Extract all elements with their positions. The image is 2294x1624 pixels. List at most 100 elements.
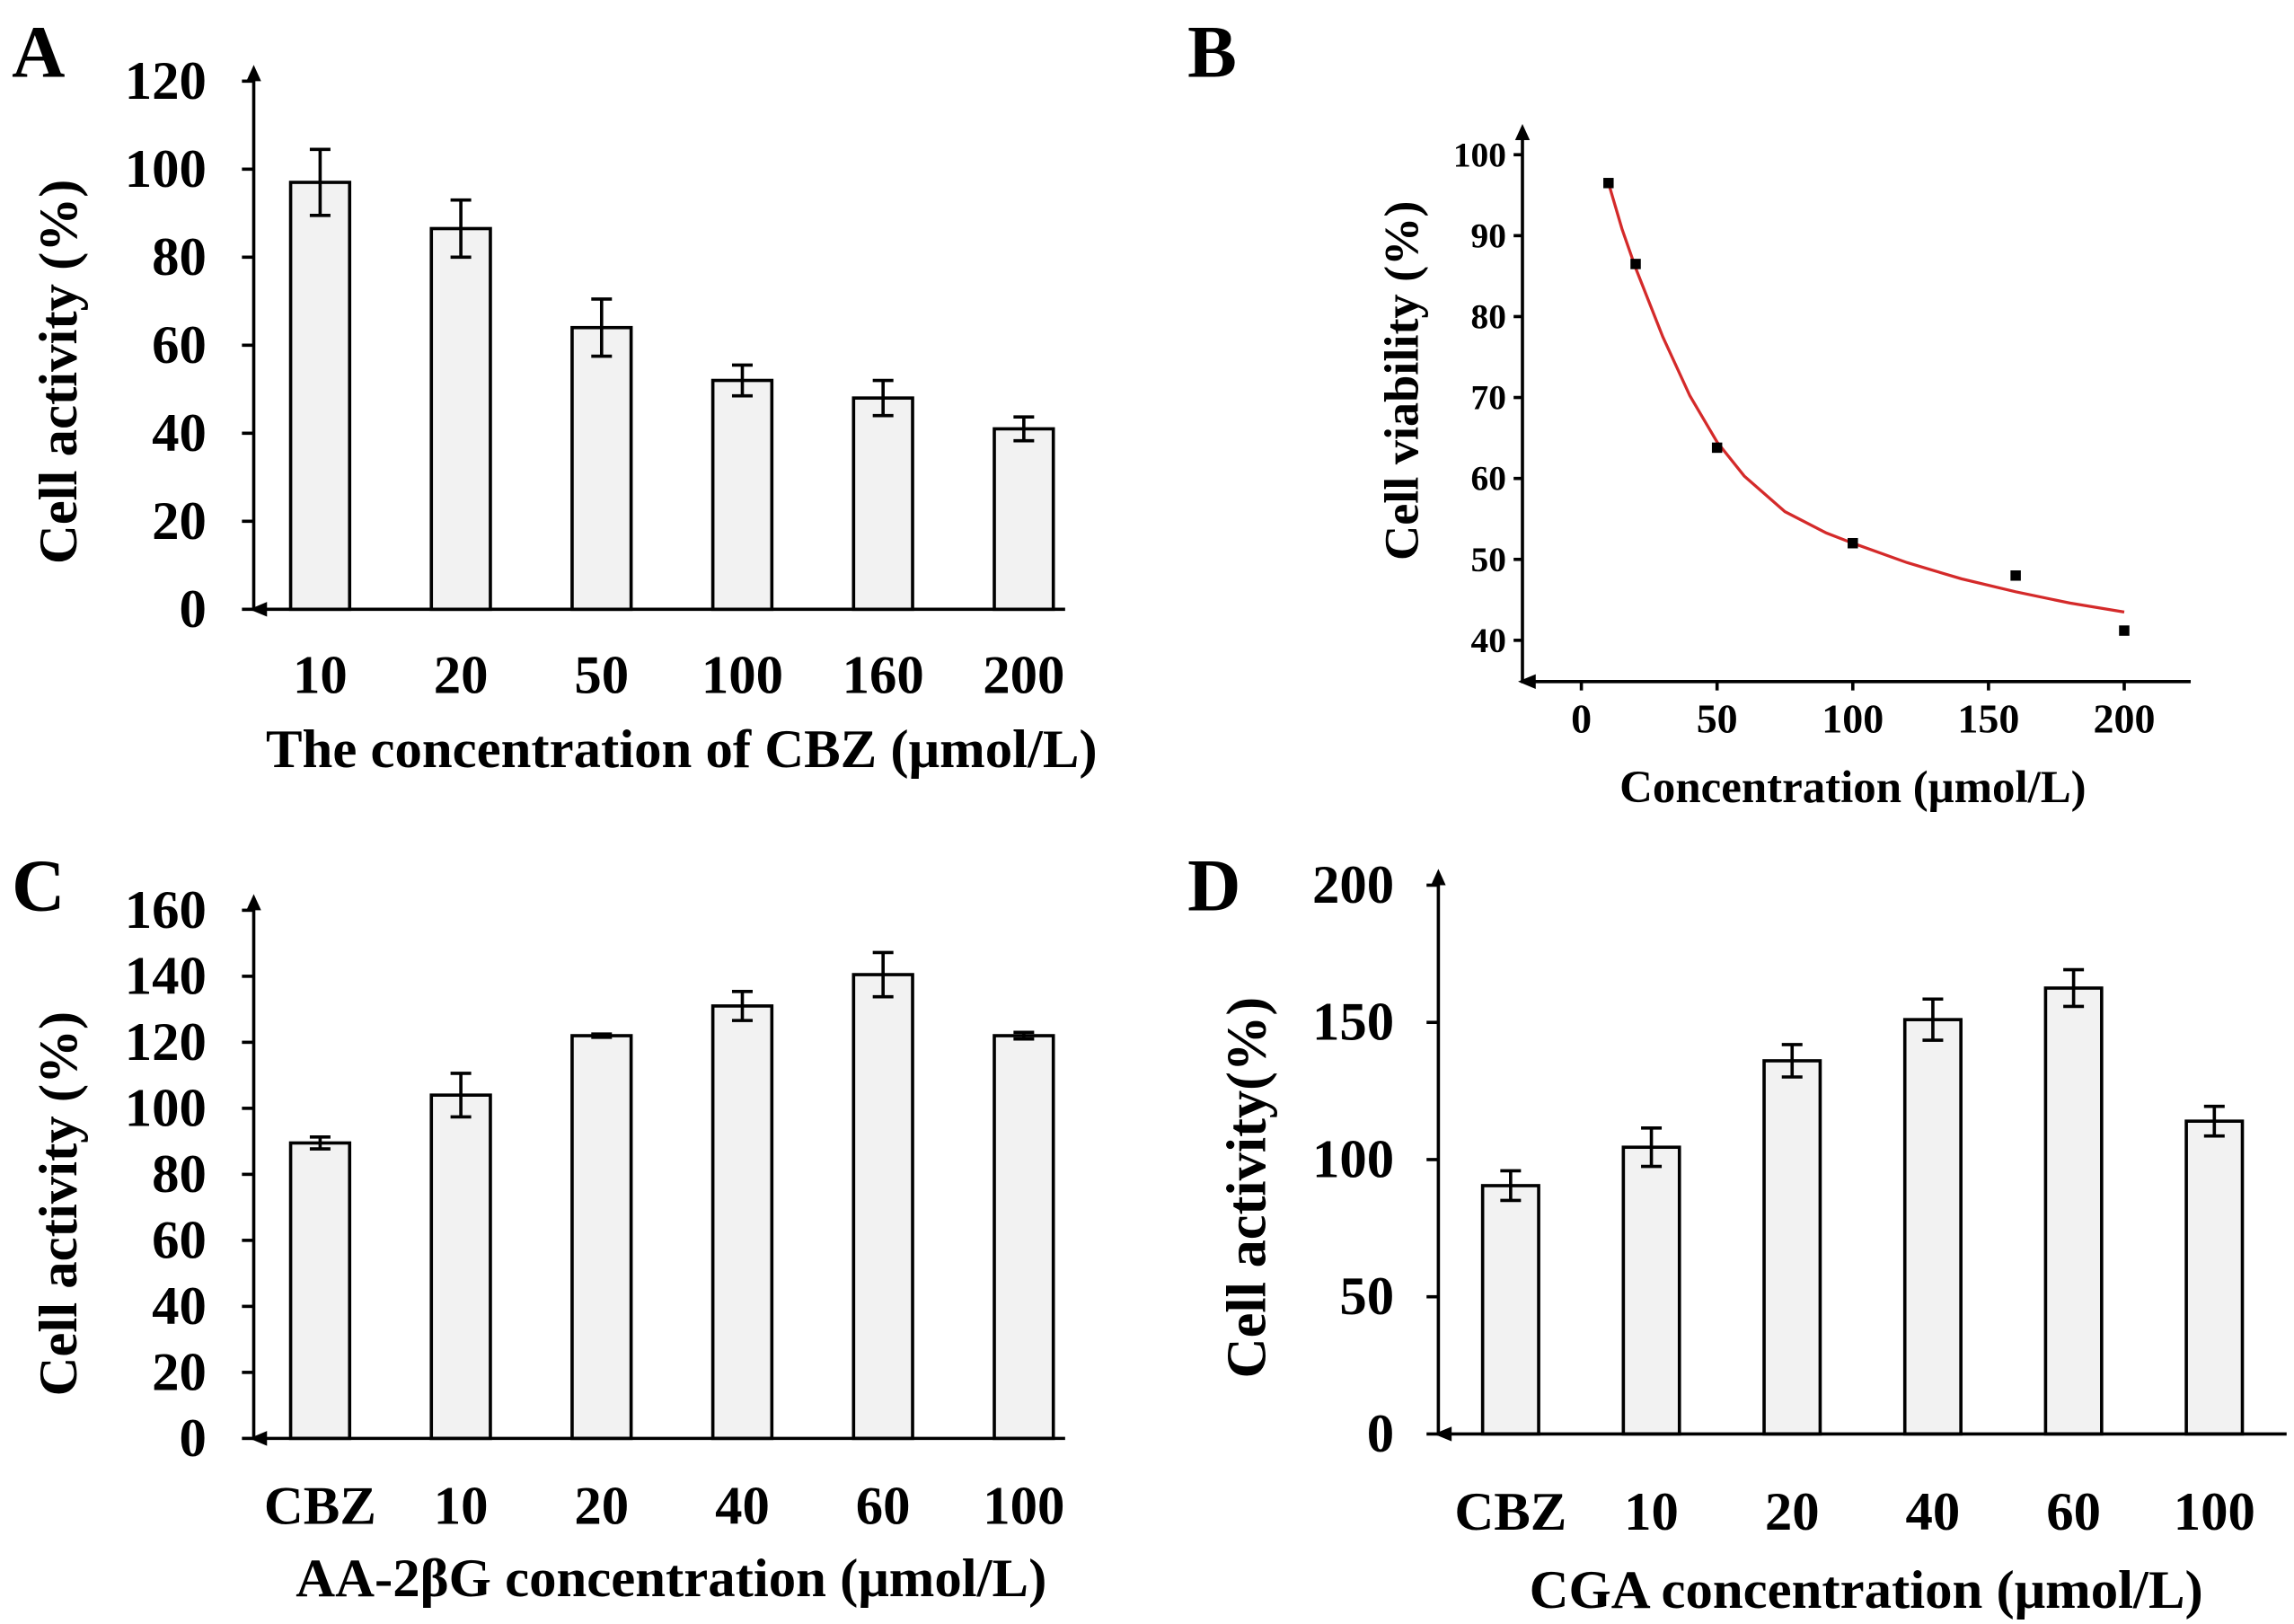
bar-40 [1902, 1018, 1963, 1436]
x-tick-label: 200 [983, 646, 1064, 706]
error-bar-60 [2063, 967, 2085, 1009]
bar-60 [2043, 986, 2104, 1436]
data-point [2119, 625, 2130, 636]
panel-c-y-axis-title: Cell activity (%) [29, 1011, 89, 1397]
x-axis-arrow [249, 1431, 268, 1446]
y-tick-label: 120 [125, 1012, 207, 1072]
y-tick-label: 60 [152, 1210, 207, 1270]
x-tick-label: 100 [701, 646, 783, 706]
y-tick-label: 140 [125, 946, 207, 1006]
fit-curve [1607, 182, 2125, 613]
y-tick-label: 150 [1312, 993, 1394, 1053]
panel-label-d: D [1187, 844, 1240, 926]
x-tick-label: 10 [293, 646, 348, 706]
x-tick-label: 50 [1697, 695, 1738, 741]
x-tick-label: 20 [434, 646, 489, 706]
error-bar-60 [872, 950, 894, 999]
error-bar-10 [450, 1072, 472, 1119]
x-tick-label: 40 [715, 1476, 770, 1536]
error-bar-100 [731, 363, 753, 398]
panel-a-bar-chart: A 10 20 50 100 160 200 0 20 40 60 80 100 120 The con… [12, 11, 1097, 779]
panel-d-bar-chart: D CBZ 10 20 40 60 100 0 50 100 150 200 CGA concent… [1187, 844, 2287, 1620]
y-tick-label: 0 [1367, 1404, 1394, 1464]
x-tick-label: 60 [2046, 1482, 2101, 1542]
x-tick-label: 20 [1765, 1482, 1820, 1542]
x-tick-label: 60 [856, 1476, 911, 1536]
x-tick-label: 100 [2174, 1482, 2255, 1542]
bar-100 [710, 378, 774, 612]
x-tick-label: 40 [1906, 1482, 1961, 1542]
y-tick-label: 80 [152, 1144, 207, 1205]
panel-d-plot-area: CBZ 10 20 40 60 100 0 50 100 150 200 [1312, 855, 2287, 1542]
data-point [1848, 537, 1858, 549]
error-bar-10 [1641, 1126, 1663, 1169]
bar-cbz [1480, 1184, 1540, 1436]
y-tick-label: 80 [1471, 296, 1506, 336]
panel-b-plot-area: 40 50 60 70 80 90 100 0 50 100 150 200 [1453, 123, 2192, 741]
bar-60 [851, 973, 914, 1441]
error-bar-160 [872, 378, 894, 418]
error-bar-200 [1013, 415, 1035, 443]
y-tick-label: 50 [1339, 1267, 1394, 1327]
x-axis-arrow [1518, 674, 1536, 690]
error-bar-20 [591, 1032, 613, 1039]
y-axis-arrow [246, 894, 261, 911]
panel-label-c: C [12, 844, 65, 926]
x-tick-label: CBZ [264, 1476, 376, 1536]
y-tick-label: 70 [1471, 378, 1506, 418]
bar-200 [993, 427, 1055, 612]
data-point [2010, 570, 2021, 581]
y-tick-label: 100 [1312, 1129, 1394, 1189]
error-bar-100 [1013, 1030, 1035, 1041]
error-bar-cbz [1500, 1169, 1522, 1203]
panel-b-x-axis-title: Concentration (μmol/L) [1619, 763, 2086, 813]
y-tick-label: 90 [1471, 216, 1506, 255]
error-bar-10 [309, 147, 331, 217]
x-axis-arrow [249, 602, 268, 617]
error-bar-20 [1781, 1043, 1803, 1079]
y-tick-label: 160 [125, 880, 207, 940]
x-tick-label: 0 [1571, 695, 1592, 741]
x-tick-label: 20 [574, 1476, 629, 1536]
error-bar-50 [591, 297, 613, 358]
bar-20 [429, 226, 492, 612]
y-tick-label: 20 [152, 491, 207, 552]
x-tick-label: 150 [1957, 695, 2019, 741]
y-axis-arrow [1431, 869, 1446, 886]
bar-10 [288, 181, 352, 612]
y-tick-label: 40 [1471, 621, 1506, 660]
error-bar-100 [2203, 1104, 2225, 1138]
y-tick-label: 20 [152, 1342, 207, 1402]
error-bar-20 [450, 198, 472, 260]
panel-d-y-axis-title: Cell activity(%) [1215, 997, 1277, 1379]
bar-cbz [288, 1141, 352, 1441]
y-tick-label: 100 [125, 1078, 207, 1138]
panel-a-x-axis-title: The concentration of CBZ (μmol/L) [266, 719, 1098, 780]
data-point [1711, 442, 1723, 454]
y-axis-arrow [1514, 123, 1531, 141]
bar-20 [1762, 1059, 1822, 1436]
y-tick-label: 60 [152, 315, 207, 375]
x-tick-label: 10 [434, 1476, 489, 1536]
y-tick-label: 100 [125, 139, 207, 199]
panel-label-b: B [1187, 11, 1237, 93]
x-tick-label: 50 [574, 646, 629, 706]
panel-a-plot-area: 10 20 50 100 160 200 0 20 40 60 80 100 120 [125, 51, 1065, 706]
y-tick-label: 40 [152, 1276, 207, 1337]
bar-100 [993, 1034, 1055, 1441]
panel-d-x-axis-title: CGA concentration (μmol/L) [1530, 1560, 2203, 1620]
y-tick-label: 60 [1471, 459, 1506, 499]
error-bar-40 [1922, 997, 1944, 1042]
error-bar-40 [731, 989, 753, 1022]
bar-160 [851, 396, 914, 612]
bar-100 [2184, 1119, 2245, 1436]
y-tick-label: 200 [1312, 855, 1394, 915]
y-tick-label: 120 [125, 51, 207, 111]
x-tick-label: 160 [843, 646, 924, 706]
x-tick-label: 100 [983, 1476, 1064, 1536]
data-point [1630, 259, 1641, 269]
x-tick-label: 200 [2094, 695, 2156, 741]
bar-50 [570, 325, 633, 612]
data-point [1603, 178, 1614, 189]
